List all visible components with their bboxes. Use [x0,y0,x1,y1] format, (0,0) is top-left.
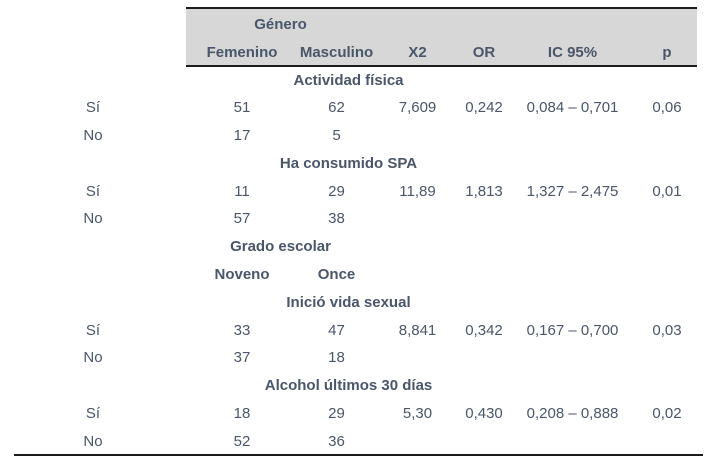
cell-p [637,344,697,372]
col-header-x2: X2 [375,39,461,67]
row-label: Sí [85,99,101,117]
col-header-masculino: Masculino [298,39,376,67]
cell-or: 0,342 [465,321,503,339]
table-row-subheader: Noveno Once [0,261,697,289]
cell-or [460,122,508,150]
cell-noveno: 18 [233,404,251,422]
group-header-row: Género [0,7,698,39]
cell-p [637,205,697,233]
blank-cell [0,233,186,261]
table-bottom-rule [14,454,703,456]
row-label: No [83,126,103,144]
cell-masculino: 38 [328,210,345,228]
blank-cell [375,261,697,289]
table-row-subgroup: Grado escolar [0,233,697,261]
cell-x2: 5,30 [402,404,433,422]
cell-p [637,122,697,150]
table-row-section: Ha consumido SPA [0,149,697,177]
row-label: No [83,349,103,367]
column-header-row: Femenino Masculino X2 OR IC 95% p [0,39,698,67]
cell-p: 0,01 [652,182,682,200]
cell-or: 0,242 [465,99,503,117]
cell-or [460,427,508,455]
cell-x2 [375,122,460,150]
table-row: No 37 18 [0,344,697,372]
col-header-ic95: IC 95% [508,39,638,67]
cell-femenino: 17 [233,126,251,144]
cell-masculino: 5 [332,126,341,144]
table-row: Sí 18 29 5,30 0,430 0,208 – 0,888 0,02 [0,400,697,428]
col-header-or: OR [460,39,509,67]
cell-ic95 [508,122,637,150]
blank-cell [0,261,186,289]
col-header-femenino: Femenino [186,39,298,67]
cell-ic95: 0,208 – 0,888 [526,404,619,422]
cell-ic95 [508,205,637,233]
table-row: Sí 11 29 11,89 1,813 1,327 – 2,475 0,01 [0,177,697,205]
cell-x2: 11,89 [399,182,436,200]
col-header-p: p [637,39,698,67]
table-row: Sí 51 62 7,609 0,242 0,084 – 0,701 0,06 [0,94,697,122]
cell-noveno: 37 [233,349,251,367]
cell-p [637,427,697,455]
cell-x2: 7,609 [398,99,437,117]
row-label: No [83,432,103,450]
blank-cell [0,39,186,66]
row-label: Sí [85,182,101,200]
cell-noveno: 52 [233,432,251,450]
table-row: Sí 33 47 8,841 0,342 0,167 – 0,700 0,03 [0,316,697,344]
cell-masculino: 29 [328,182,345,200]
cell-or [460,344,508,372]
cell-ic95: 0,167 – 0,700 [526,321,619,339]
table-row: No 17 5 [0,122,697,150]
cell-ic95: 0,084 – 0,701 [526,99,619,117]
col-header-once: Once [317,265,356,283]
table-row: No 52 36 [0,427,697,455]
group-header-filler [375,7,698,39]
group-header-genero: Género [186,7,376,39]
table-row-section: Inició vida sexual [0,288,697,316]
cell-once: 47 [328,321,345,339]
cell-p: 0,02 [652,404,682,422]
cell-once: 18 [328,349,345,367]
cell-or: 0,430 [465,404,503,422]
section-label: Ha consumido SPA [279,154,418,172]
row-label: No [83,210,103,228]
cell-x2 [375,427,460,455]
cell-ic95 [508,344,637,372]
section-label: Inició vida sexual [286,293,411,311]
cell-femenino: 11 [234,182,250,200]
cell-p: 0,03 [652,321,682,339]
cell-masculino: 62 [328,99,345,117]
cell-noveno: 33 [233,321,251,339]
row-label: Sí [85,321,101,339]
subgroup-label-grado-escolar: Grado escolar [230,238,331,256]
cell-ic95 [508,427,637,455]
table-row-section: Alcohol últimos 30 días [0,372,697,400]
cell-x2 [375,205,460,233]
cell-ic95: 1,327 – 2,475 [526,182,619,200]
cell-femenino: 57 [233,210,251,228]
results-table: Género Femenino Masculino X2 OR IC 95% p… [0,7,698,455]
cell-or [460,205,508,233]
cell-x2 [375,344,460,372]
table-row: No 57 38 [0,205,697,233]
section-label: Alcohol últimos 30 días [264,377,433,395]
col-header-noveno: Noveno [214,265,270,283]
blank-cell [0,8,186,39]
cell-p: 0,06 [652,99,682,117]
blank-cell [375,233,697,261]
table-row-section: Actividad física [0,66,697,94]
cell-femenino: 51 [233,99,251,117]
cell-x2: 8,841 [398,321,437,339]
cell-once: 29 [328,404,345,422]
cell-or: 1,813 [465,182,503,200]
cell-once: 36 [328,432,345,450]
section-label: Actividad física [293,71,404,89]
row-label: Sí [85,404,101,422]
